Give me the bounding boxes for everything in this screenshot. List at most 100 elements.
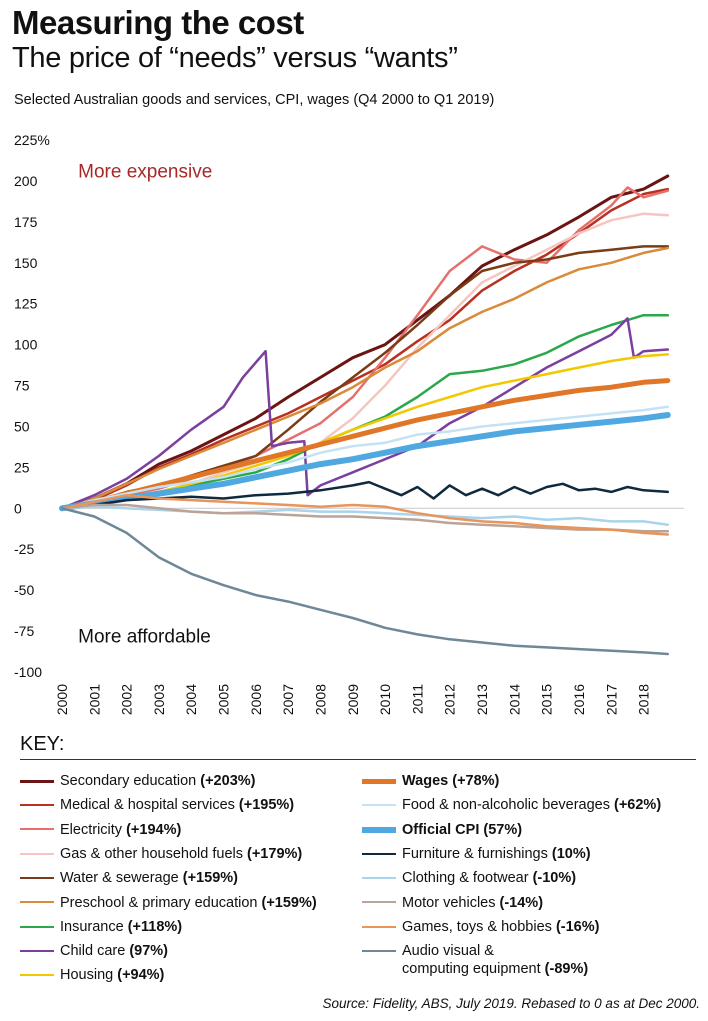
legend-series-name: Electricity — [60, 821, 127, 838]
legend-label: Clothing & footwear (-10%) — [402, 869, 576, 887]
x-tick-label: 2005 — [216, 684, 232, 715]
y-tick-label: 175 — [14, 214, 38, 230]
x-tick-label: 2018 — [636, 684, 652, 715]
key-title: KEY: — [20, 733, 65, 755]
series-line-official-cpi — [59, 412, 671, 512]
y-tick-label: 200 — [14, 173, 38, 189]
x-tick-label: 2009 — [345, 684, 361, 715]
legend-label: Wages (+78%) — [402, 772, 499, 790]
legend-swatch — [20, 852, 54, 855]
legend-series-change: (+195%) — [238, 797, 295, 814]
series-line-child-care — [60, 317, 670, 510]
legend-series-name: Food & non-alcoholic beverages — [402, 797, 614, 814]
y-tick-label: -50 — [14, 582, 34, 598]
x-tick-label: 2001 — [86, 684, 102, 715]
x-tick-label: 2003 — [151, 684, 167, 715]
x-tick-label: 2013 — [474, 684, 490, 715]
legend-series-name: Preschool & primary education — [60, 894, 262, 911]
legend-swatch — [362, 804, 396, 807]
y-tick-label: 150 — [14, 255, 38, 271]
x-tick-label: 2004 — [183, 684, 199, 715]
legend-series-change: (+62%) — [614, 797, 662, 814]
legend-series-change: (+194%) — [126, 821, 182, 838]
x-tick-label: 2017 — [603, 684, 619, 715]
series-line-secondary-education — [60, 174, 670, 510]
legend-swatch — [20, 876, 54, 879]
x-tick-label: 2002 — [119, 684, 135, 715]
series-line-motor-vehicles — [60, 503, 670, 533]
y-tick-label: 225% — [14, 132, 50, 148]
series-line-audio-visual-and-computing-equipment — [60, 507, 670, 656]
legend-series-change: (+179%) — [247, 845, 303, 862]
annotation-more-expensive: More expensive — [78, 162, 212, 183]
legend-label: Insurance (+118%) — [60, 918, 182, 936]
legend-series-name: Motor vehicles — [402, 894, 500, 911]
legend-series-name: Medical & hospital services — [60, 797, 239, 814]
legend-series-name: Audio visual & computing equipment — [402, 943, 545, 978]
legend-series-name: Games, toys & hobbies — [402, 918, 556, 935]
legend-label: Preschool & primary education (+159%) — [60, 894, 317, 912]
legend-swatch — [362, 949, 396, 952]
series-line-gas-and-other-household-fuels — [60, 212, 670, 510]
legend-series-change: (+118%) — [127, 918, 183, 935]
x-tick-label: 2015 — [539, 684, 555, 715]
legend-label: Food & non-alcoholic beverages (+62%) — [402, 796, 661, 814]
series-line-insurance — [60, 313, 670, 510]
legend-series-name: Water & sewerage — [60, 870, 183, 887]
x-tick-label: 2012 — [442, 684, 458, 715]
legend-series-change: (-89%) — [544, 961, 589, 978]
series-line-games-toys-and-hobbies — [60, 493, 670, 536]
series-line-clothing-and-footwear — [60, 505, 670, 526]
x-tick-label: 2016 — [571, 684, 587, 715]
y-tick-label: 25 — [14, 459, 30, 475]
legend-label: Housing (+94%) — [60, 966, 164, 984]
legend-swatch — [20, 974, 54, 977]
x-tick-label: 2006 — [248, 684, 264, 715]
x-tick-label: 2011 — [409, 684, 425, 714]
x-tick-label: 2007 — [280, 684, 296, 715]
legend-series-change: (+78%) — [452, 773, 500, 789]
legend-label: Child care (97%) — [60, 942, 168, 960]
legend-label: Audio visual & computing equipment (-89%) — [402, 942, 588, 978]
line-chart: 225% 200 175 150 125 100 75 50 25 0 -25 -50 -75 -100 2… — [14, 132, 684, 715]
legend-swatch — [362, 852, 396, 855]
legend-series-change: (+159%) — [182, 870, 238, 887]
legend-series-change: (10%) — [551, 845, 591, 862]
legend-label: Official CPI (57%) — [402, 821, 522, 839]
chart-description: Selected Australian goods and services, … — [14, 92, 495, 108]
x-tick-label: 2008 — [312, 684, 328, 715]
y-tick-label: 0 — [14, 500, 22, 516]
legend-series-name: Official CPI — [402, 821, 484, 838]
chart-title: Measuring the cost — [12, 4, 304, 41]
legend-series-change: (-10%) — [532, 870, 577, 887]
legend-series-name: Secondary education — [60, 773, 201, 789]
legend-series-name: Housing — [60, 967, 118, 984]
legend-swatch — [362, 925, 396, 928]
series-line-preschool-and-primary-education — [60, 246, 670, 510]
legend-swatch — [20, 925, 54, 928]
legend-series-change: (97%) — [129, 943, 168, 960]
legend-swatch — [20, 779, 54, 783]
legend-label: Electricity (+194%) — [60, 821, 181, 839]
legend-label: Furniture & furnishings (10%) — [402, 845, 591, 863]
legend-swatch — [20, 828, 54, 831]
legend-series-change: (57%) — [483, 821, 523, 838]
legend-series-name: Child care — [60, 943, 130, 960]
legend-series-name: Wages — [402, 773, 453, 789]
legend-series-name: Insurance — [60, 918, 128, 935]
key-divider — [20, 759, 696, 760]
legend-swatch — [20, 901, 54, 904]
legend-label: Gas & other household fuels (+179%) — [60, 845, 302, 863]
y-tick-label: 50 — [14, 418, 30, 434]
legend-label: Medical & hospital services (+195%) — [60, 796, 294, 814]
source-note: Source: Fidelity, ABS, July 2019. Rebase… — [322, 996, 700, 1011]
legend-label: Secondary education (+203%) — [60, 772, 255, 790]
x-tick-label: 2014 — [506, 684, 522, 715]
legend-swatch — [362, 901, 396, 904]
legend-series-change: (+94%) — [117, 967, 165, 984]
legend-label: Motor vehicles (-14%) — [402, 894, 543, 912]
y-tick-label: 100 — [14, 337, 38, 353]
y-tick-label: -75 — [14, 623, 34, 639]
legend-series-name: Furniture & furnishings — [402, 845, 552, 862]
x-tick-label: 2000 — [54, 684, 70, 715]
